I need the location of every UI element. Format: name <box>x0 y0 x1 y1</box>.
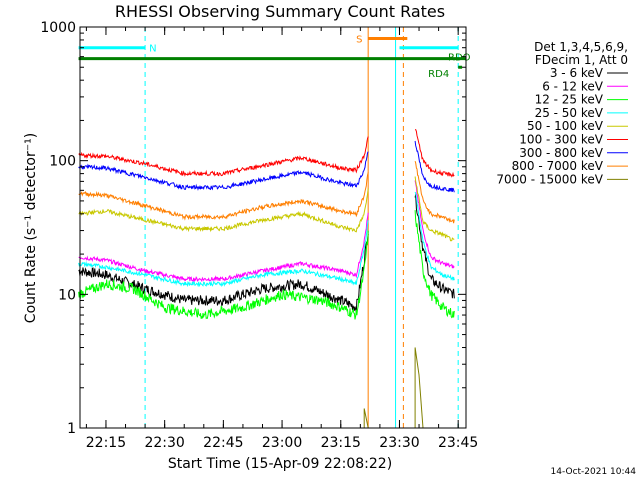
interval-bars: N S RDO RD4 <box>78 35 471 80</box>
legend-header-line: FDecim 1, Att 0 <box>535 53 628 67</box>
plot-background <box>80 27 466 428</box>
series-line-0-after <box>414 194 455 299</box>
x-tick-label: 22:15 <box>86 435 126 451</box>
x-axis-label: Start Time (15-Apr-09 22:08:22) <box>168 456 392 472</box>
series-line-3-before <box>78 220 369 288</box>
series-line-8-after <box>414 347 424 429</box>
plot-frame <box>79 26 467 429</box>
chart-title: RHESSI Observing Summary Count Rates <box>115 2 445 21</box>
series-line-7-after <box>414 160 455 224</box>
plot-area <box>80 27 466 428</box>
interval-label-0: N <box>149 44 156 55</box>
y-tick-label: 10 <box>58 287 76 303</box>
series-line-4-after <box>414 176 455 242</box>
x-tick-label: 22:45 <box>203 435 243 451</box>
series-line-1-before <box>78 212 369 283</box>
legend-label: 300 - 800 keV <box>519 146 603 160</box>
series-line-3-after <box>414 191 455 281</box>
x-tick-label: 23:45 <box>438 435 478 451</box>
series-line-4-before <box>78 188 369 233</box>
x-tick-label: 23:30 <box>379 435 419 451</box>
legend-label: 25 - 50 keV <box>535 106 604 120</box>
series-line-2-before <box>78 230 369 320</box>
legend: Det 1,3,4,5,6,9,FDecim 1, Att 03 - 6 keV… <box>496 40 628 186</box>
y-axis-label: Count Rate (s⁻¹ detector⁻¹) <box>23 133 39 323</box>
x-tick-label: 23:00 <box>262 435 302 451</box>
legend-label: 12 - 25 keV <box>535 93 604 107</box>
series-line-2-after <box>414 210 455 319</box>
x-tick-label: 22:30 <box>144 435 184 451</box>
series-line-7-before <box>78 172 369 221</box>
interval-label-4: RD4 <box>428 69 449 80</box>
series-line-0-before <box>78 233 369 313</box>
x-axis-ticks: 22:15 22:30 22:45 23:00 23:15 23:30 23:45 <box>86 27 478 451</box>
y-axis-ticks: 1 10 100 1000 <box>40 20 466 437</box>
series-line-5-after <box>414 128 455 178</box>
interval-label-2: S <box>356 35 362 46</box>
y-tick-label: 1 <box>67 421 76 437</box>
series-line-1-after <box>414 180 455 269</box>
timestamp: 14-Oct-2021 10:44 <box>551 467 637 477</box>
series-line-6-after <box>414 140 455 193</box>
series-lines <box>78 128 455 429</box>
legend-label: 50 - 100 keV <box>527 119 604 133</box>
y-tick-label: 100 <box>49 154 76 170</box>
legend-label: 6 - 12 keV <box>542 79 604 93</box>
legend-label: 800 - 7000 keV <box>512 159 604 173</box>
legend-label: 100 - 300 keV <box>519 133 603 147</box>
y-tick-label: 1000 <box>40 20 76 36</box>
series-line-5-before <box>78 136 369 177</box>
interval-label-3: RDO <box>448 53 471 64</box>
legend-label: 7000 - 15000 keV <box>496 172 603 186</box>
legend-label: 3 - 6 keV <box>550 66 604 80</box>
legend-header-line: Det 1,3,4,5,6,9, <box>534 40 628 54</box>
series-line-6-before <box>78 151 369 191</box>
x-tick-label: 23:15 <box>321 435 361 451</box>
series-line-8-before <box>363 408 369 429</box>
